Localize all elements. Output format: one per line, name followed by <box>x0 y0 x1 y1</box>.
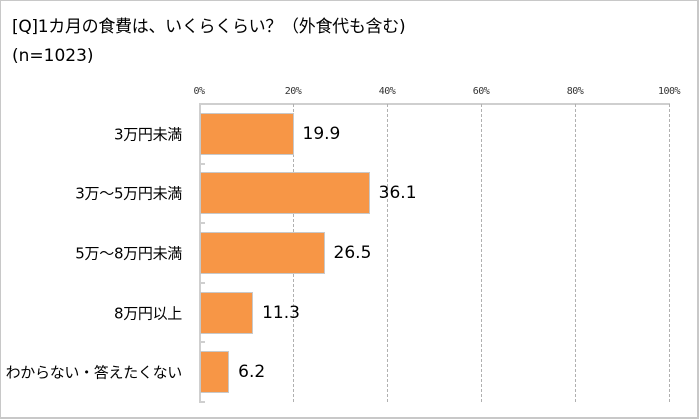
category-label: 3万～5万円未満 <box>75 184 182 203</box>
x-tick-label: 60% <box>472 86 490 97</box>
sample-size: (n=1023) <box>12 46 94 66</box>
gridline <box>669 104 670 402</box>
gridline <box>387 104 388 402</box>
y-tick-mark <box>199 281 205 284</box>
y-tick-mark <box>199 222 205 225</box>
x-tick-label: 80% <box>566 86 584 97</box>
x-tick-label: 40% <box>378 86 396 97</box>
data-value-label: 19.9 <box>302 123 341 144</box>
data-bar <box>200 291 254 334</box>
data-value-label: 11.3 <box>262 302 300 323</box>
category-label: 3万円未満 <box>113 125 182 144</box>
y-tick-mark <box>199 103 205 105</box>
gridline <box>481 104 482 402</box>
data-bar <box>200 172 370 215</box>
y-tick-mark <box>199 401 205 403</box>
category-label: 5万～8万円未満 <box>75 244 182 263</box>
y-tick-mark <box>199 162 205 165</box>
data-bar <box>200 112 294 155</box>
x-tick-label: 0% <box>193 86 205 97</box>
x-tick-label: 100% <box>657 86 681 97</box>
x-tick-label: 20% <box>284 86 302 97</box>
data-bar <box>200 232 325 274</box>
category-label: わからない・答えたくない <box>5 363 183 382</box>
gridline <box>575 104 576 402</box>
data-bar <box>200 351 230 394</box>
data-value-label: 36.1 <box>378 183 417 204</box>
axis-top-line <box>199 103 670 105</box>
category-label: 8万円以上 <box>113 304 182 323</box>
y-tick-mark <box>199 341 205 344</box>
data-value-label: 6.2 <box>238 362 266 383</box>
chart-title: [Q]1カ月の食費は、いくらくらい？（外食代も含む) <box>12 17 406 37</box>
data-value-label: 26.5 <box>333 243 372 263</box>
